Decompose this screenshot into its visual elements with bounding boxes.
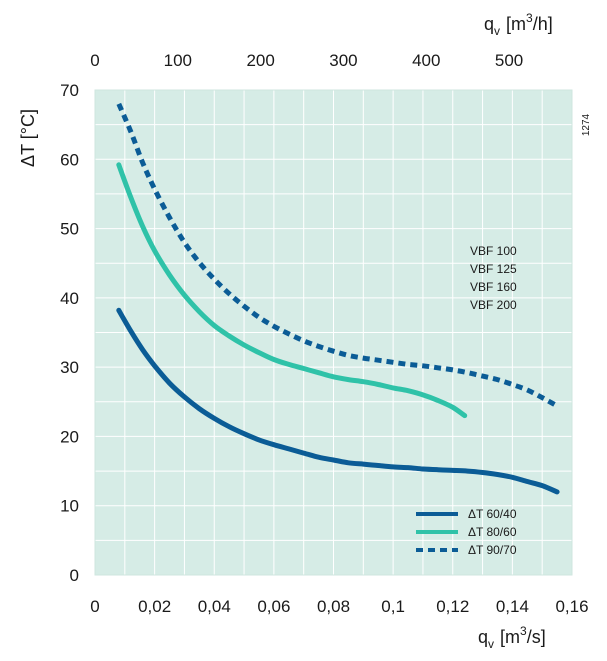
- model-label-1: VBF 100: [470, 244, 517, 258]
- x-tick-label: 0,08: [317, 597, 350, 616]
- model-list: VBF 100 VBF 125 VBF 160 VBF 200: [470, 244, 517, 312]
- x-tick-label: 0,02: [138, 597, 171, 616]
- x-top-axis-title: qv [m3/h]: [484, 11, 553, 38]
- x-top-axis-title-main: q: [484, 14, 494, 34]
- series-line-t-80-60: [116, 162, 468, 419]
- y-axis-ticks: 0 10 20 30 40 50 60 70: [60, 81, 79, 585]
- chart-code-label: 1274: [581, 113, 592, 136]
- x-top-tick-label: 0: [90, 51, 99, 70]
- legend-label-dt-90-70: ΔT 90/70: [468, 543, 517, 557]
- x-top-axis-title-unit-sup: 3: [526, 11, 533, 25]
- x-tick-label: 0,12: [436, 597, 469, 616]
- y-tick-label: 70: [60, 81, 79, 100]
- x-axis-title-unit-pre: [m: [500, 627, 520, 647]
- x-axis-title-unit-post: /s]: [527, 627, 546, 647]
- y-tick-label: 50: [60, 220, 79, 239]
- legend: ΔT 60/40 ΔT 80/60 ΔT 90/70: [416, 507, 517, 557]
- series-line-t-60-40: [116, 307, 560, 495]
- model-label-2: VBF 125: [470, 262, 517, 276]
- y-tick-label: 10: [60, 497, 79, 516]
- x-top-axis-ticks: 0 100 200 300 400 500: [90, 51, 523, 70]
- x-top-tick-label: 100: [164, 51, 192, 70]
- x-tick-label: 0,06: [257, 597, 290, 616]
- series-line-t-90-70: [116, 102, 559, 409]
- grid-lines: [95, 90, 572, 575]
- x-axis-title-sub: v: [488, 637, 494, 651]
- x-tick-label: 0,14: [496, 597, 529, 616]
- y-tick-label: 30: [60, 358, 79, 377]
- series-lines: [116, 102, 560, 495]
- x-top-tick-label: 300: [329, 51, 357, 70]
- x-axis-ticks: 0 0,02 0,04 0,06 0,08 0,1 0,12 0,14 0,16: [90, 597, 588, 616]
- x-top-tick-label: 200: [246, 51, 274, 70]
- y-tick-label: 0: [70, 566, 79, 585]
- x-tick-label: 0,04: [198, 597, 231, 616]
- x-axis-title-unit-sup: 3: [520, 624, 527, 638]
- legend-label-dt-80-60: ΔT 80/60: [468, 525, 517, 539]
- model-label-4: VBF 200: [470, 298, 517, 312]
- x-axis-title-main: q: [478, 627, 488, 647]
- y-tick-label: 20: [60, 427, 79, 446]
- x-tick-label: 0: [90, 597, 99, 616]
- x-top-axis-title-unit-pre: [m: [506, 14, 526, 34]
- x-tick-label: 0,16: [555, 597, 588, 616]
- x-top-tick-label: 500: [495, 51, 523, 70]
- x-top-axis-title-sub: v: [494, 24, 500, 38]
- y-axis-title: ΔT [°C]: [18, 109, 38, 167]
- plot-frame: [94, 89, 573, 576]
- y-tick-label: 40: [60, 289, 79, 308]
- x-axis-title: qv [m3/s]: [478, 624, 546, 651]
- y-tick-label: 60: [60, 150, 79, 169]
- x-tick-label: 0,1: [381, 597, 405, 616]
- legend-label-dt-60-40: ΔT 60/40: [468, 507, 517, 521]
- model-label-3: VBF 160: [470, 280, 517, 294]
- x-top-tick-label: 400: [412, 51, 440, 70]
- x-top-axis-title-unit-post: /h]: [533, 14, 553, 34]
